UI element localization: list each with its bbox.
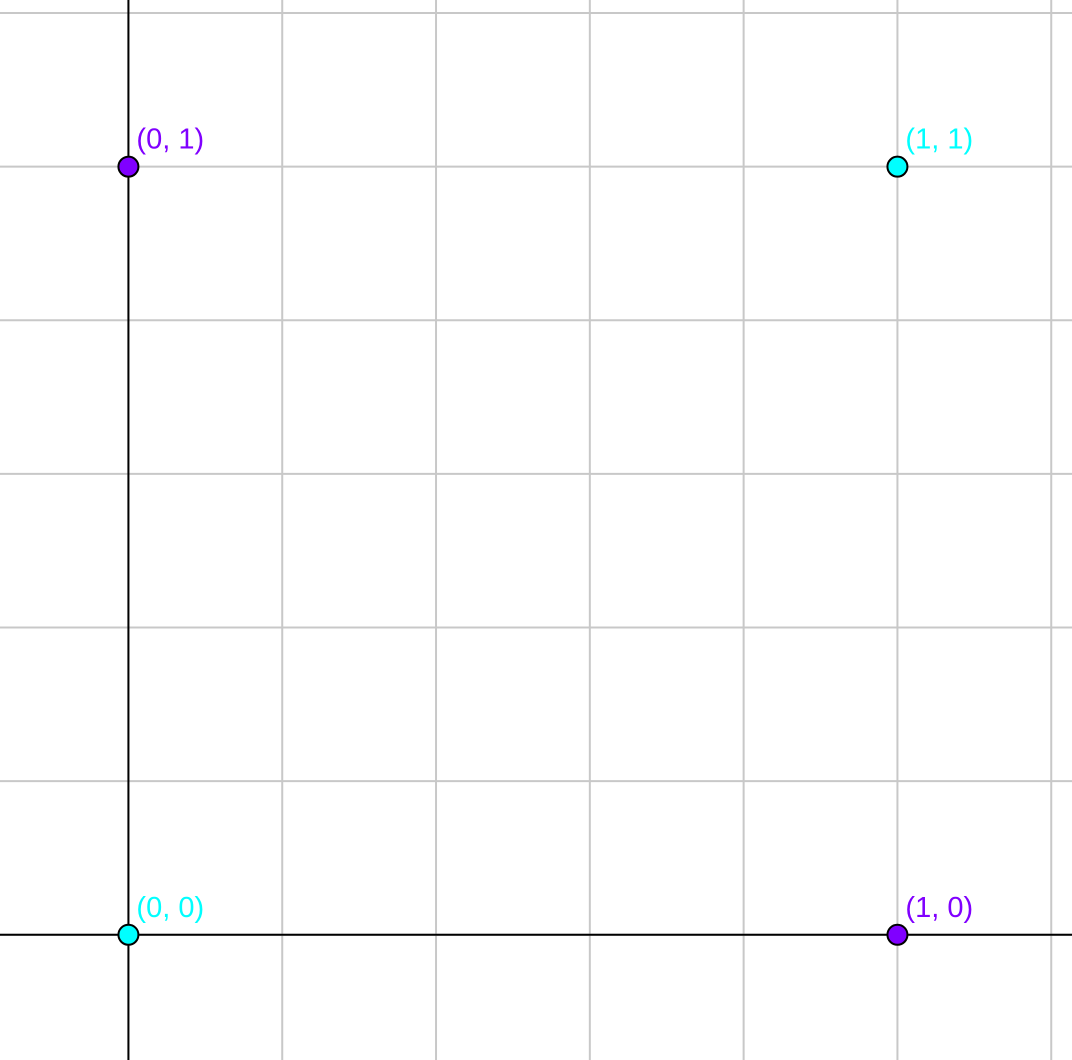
data-points: (0, 1) (1, 1) (0, 0) (1, 0) — [117, 124, 973, 946]
point-label-2: (0, 0) — [136, 892, 204, 924]
point-2 — [117, 923, 140, 946]
point-label-0: (0, 1) — [136, 124, 204, 156]
point-1 — [886, 155, 909, 178]
point-3 — [886, 923, 909, 946]
point-label-3: (1, 0) — [905, 892, 973, 924]
point-label-1: (1, 1) — [905, 124, 973, 156]
point-0 — [117, 155, 140, 178]
